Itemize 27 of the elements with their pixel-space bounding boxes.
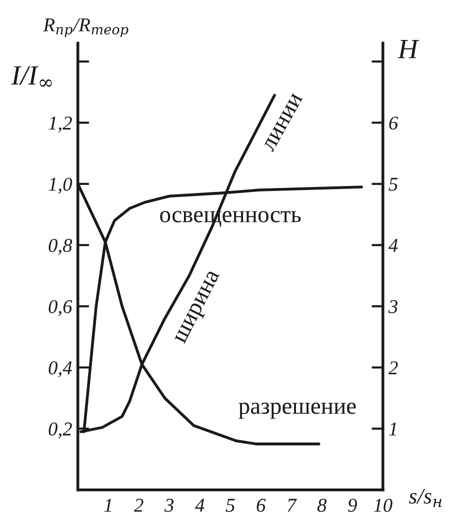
x-tick-label: 10 bbox=[374, 498, 392, 512]
x-axis-title: s/s$_{н}$ bbox=[408, 488, 442, 507]
x-tick-label: 4 bbox=[195, 498, 204, 512]
text: I/I$_{∞}$ bbox=[11, 66, 52, 87]
x-tick-label: 8 bbox=[317, 498, 327, 512]
y2-axis-title: H bbox=[398, 40, 420, 58]
y2-tick-label: 2 bbox=[388, 361, 398, 374]
y2-tick-label: 5 bbox=[388, 178, 398, 191]
y2-tick-label: 6 bbox=[389, 116, 398, 130]
y-tick-label: 0,2 bbox=[48, 422, 72, 438]
y-axis-title: R$_{пр}$/R$_{теор}$ bbox=[43, 18, 128, 38]
x-tick-label: 2 bbox=[134, 498, 144, 512]
y-tick-label: 1,0 bbox=[48, 178, 72, 194]
x-tick-label: 7 bbox=[288, 498, 297, 512]
y-tick-label: 0,4 bbox=[48, 361, 72, 378]
x-tick-label: 3 bbox=[164, 498, 174, 512]
y-tick-label: 0,8 bbox=[48, 238, 72, 255]
y2-tick-label: 1 bbox=[389, 422, 396, 436]
y-tick-label: 0,6 bbox=[48, 300, 72, 316]
y2-tick-label: 3 bbox=[388, 300, 398, 314]
y2-tick-label: 4 bbox=[388, 239, 398, 252]
y-tick-label: 1,2 bbox=[48, 116, 72, 132]
x-tick-label: 9 bbox=[348, 498, 357, 512]
x-tick-label: 5 bbox=[226, 498, 235, 512]
x-tick-label: 1 bbox=[104, 498, 112, 512]
series-label: разрешение bbox=[238, 402, 356, 419]
x-tick-label: 6 bbox=[256, 498, 266, 512]
